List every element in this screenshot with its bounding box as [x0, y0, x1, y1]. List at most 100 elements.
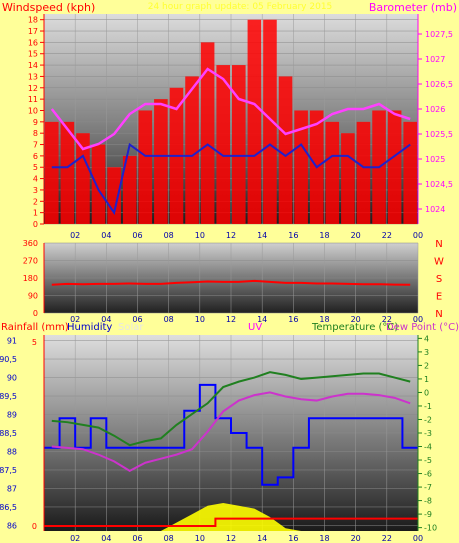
direction-tick-label: 180 — [23, 274, 38, 283]
temperature-tick-label: -10 — [424, 524, 437, 533]
direction-line — [51, 279, 411, 286]
humidity-tick-label: 87 — [7, 484, 17, 493]
direction-x-tick-label: 22 — [382, 315, 392, 324]
humidity-tick-label: 88 — [7, 447, 17, 456]
direction-x-axis: 02 04 06 08 10 12 14 16 18 20 22 00 — [70, 315, 423, 324]
humidity-tick-label: 91 — [7, 337, 17, 346]
direction-x-tick-label: 04 — [101, 315, 111, 324]
humidity-tick-label: 87,5 — [0, 466, 17, 475]
windspeed-bar — [76, 133, 90, 224]
direction-x-tick-label: 12 — [226, 315, 236, 324]
temperature-x-axis: 02 04 06 08 10 12 14 16 18 20 22 00 — [70, 534, 423, 543]
direction-tick-label: 0 — [33, 309, 38, 318]
solar-area — [44, 503, 418, 531]
barometer-tick-label: 1025 — [425, 155, 445, 164]
windspeed-bar — [294, 110, 308, 224]
dewpoint-title: Dew Point (°C) — [386, 322, 459, 333]
wind-x-tick-label: 12 — [226, 231, 236, 240]
wind-x-tick-label: 00 — [413, 231, 423, 240]
windspeed-bar — [387, 110, 402, 224]
wind-x-axis: 02 04 06 08 10 12 14 16 18 20 22 00 — [70, 231, 423, 240]
windspeed-bars — [45, 19, 417, 225]
barometer-tick-label: 1027,5 — [425, 30, 453, 39]
direction-x-tick-label: 16 — [288, 315, 298, 324]
direction-tick-label: 360 — [23, 239, 38, 248]
wind-lines — [50, 67, 411, 216]
windspeed-tick-label: 14 — [28, 61, 38, 70]
direction-x-tick-label: 14 — [257, 315, 267, 324]
windspeed-tick-label: 12 — [28, 84, 38, 93]
windspeed-bar — [403, 121, 417, 224]
temperature-x-tick-label: 12 — [226, 534, 236, 543]
temperature-x-tick-label: 00 — [413, 534, 423, 543]
direction-x-tick-label: 20 — [351, 315, 361, 324]
temperature-x-tick-label: 22 — [382, 534, 392, 543]
temperature-title: Temperature (°C) — [311, 322, 398, 333]
compass-label: W — [434, 257, 444, 268]
direction-tick-label: 90 — [28, 292, 38, 301]
windspeed-bar — [60, 121, 75, 224]
windspeed-tick-label: 15 — [28, 50, 38, 59]
windspeed-tick-label: 10 — [28, 106, 38, 115]
humidity-tick-label: 86,5 — [0, 503, 17, 512]
temperature-tick-label: -3 — [424, 429, 432, 438]
temperature-tick-label: 3 — [424, 348, 429, 357]
windspeed-bar — [325, 121, 340, 224]
temperature-tick-label: -4 — [424, 443, 432, 452]
temperature-grid — [44, 335, 419, 531]
wind-x-tick-label: 08 — [164, 231, 174, 240]
barometer-tick-label: 1025,5 — [425, 130, 453, 139]
temperature-x-tick-label: 14 — [257, 534, 267, 543]
temperature-x-tick-label: 04 — [101, 534, 111, 543]
temperature-x-tick-label: 08 — [164, 534, 174, 543]
windspeed-tick-label: 16 — [28, 38, 38, 47]
windspeed-axis-title: Windspeed (kph) — [2, 1, 95, 14]
rainfall-axis: 05 — [32, 335, 45, 531]
humidity-tick-label: 90,5 — [0, 355, 17, 364]
temperature-x-tick-label: 06 — [132, 534, 142, 543]
windspeed-tick-label: 3 — [33, 186, 38, 195]
compass-label: E — [436, 292, 442, 303]
barometer-tick-label: 1026 — [425, 105, 445, 114]
windspeed-tick-label: 0 — [33, 220, 38, 229]
windspeed-tick-label: 11 — [28, 95, 38, 104]
direction-x-tick-label: 08 — [164, 315, 174, 324]
temperature-lines — [44, 371, 418, 527]
windspeed-bar — [138, 110, 153, 224]
rainfall-title: Rainfall (mm) — [1, 322, 69, 333]
solar-area-shape — [44, 503, 418, 531]
direction-grid — [44, 242, 419, 314]
direction-axis: 0 90 180 270 360 — [23, 239, 45, 318]
wind-x-tick-label: 16 — [288, 231, 298, 240]
windspeed-tick-label: 17 — [28, 27, 38, 36]
windspeed-bar — [232, 65, 246, 224]
temperature-x-tick-label: 16 — [288, 534, 298, 543]
temperature-tick-label: 1 — [424, 375, 429, 384]
direction-x-tick-label: 02 — [70, 315, 80, 324]
windspeed-tick-label: 13 — [28, 72, 38, 81]
windspeed-tick-label: 9 — [33, 118, 38, 127]
solar-title: Solar — [118, 322, 144, 333]
windspeed-tick-label: 4 — [33, 175, 38, 184]
barometer-tick-label: 1024 — [425, 205, 445, 214]
windspeed-tick-label: 6 — [33, 152, 38, 161]
direction-lines — [51, 279, 411, 286]
humidity-line — [44, 383, 418, 486]
windspeed-tick-label: 2 — [33, 197, 38, 206]
windspeed-tick-label: 18 — [28, 16, 38, 25]
temperature-axis: 4 3 2 1 0 -1 -2 -3 -4 -5 -6 -7 -8 -9 -10 — [417, 334, 437, 533]
temperature-x-tick-label: 02 — [70, 534, 80, 543]
humidity-tick-label: 90 — [7, 374, 17, 383]
temperature-tick-label: -8 — [424, 497, 432, 506]
humidity-tick-label: 86 — [7, 521, 17, 530]
direction-x-tick-label: 06 — [132, 315, 142, 324]
windspeed-bar — [247, 19, 262, 225]
temperature-tick-label: -9 — [424, 510, 432, 519]
windspeed-bar — [263, 19, 277, 225]
barometer-tick-label: 1026,5 — [425, 80, 453, 89]
temperature-tick-label: -5 — [424, 456, 432, 465]
barometer-tick-label: 1027 — [425, 55, 445, 64]
temperature-tick-label: 0 — [424, 388, 429, 397]
rainfall-line — [44, 517, 418, 527]
